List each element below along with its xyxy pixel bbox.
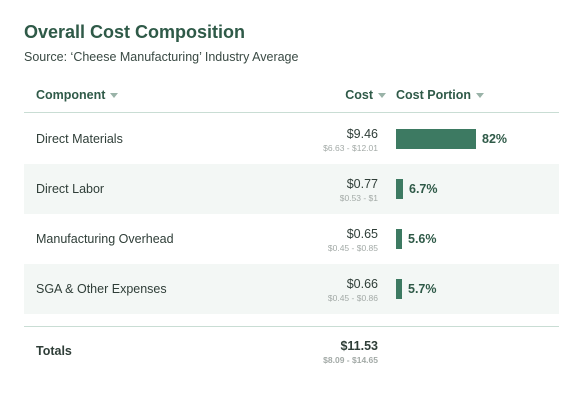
row-cost-value: $0.65 — [346, 227, 378, 241]
source-subtitle: Source: ‘Cheese Manufacturing’ Industry … — [24, 50, 299, 64]
row-cost-range: $0.45 - $0.85 — [327, 243, 378, 253]
table-row: Direct Labor $0.77 $0.53 - $1 6.7% — [24, 164, 559, 214]
column-header-cost-portion-label: Cost Portion — [396, 88, 471, 102]
totals-cost-range: $8.09 - $14.65 — [323, 355, 378, 365]
cost-portion-percent: 6.7% — [409, 182, 438, 196]
row-cost-range: $0.45 - $0.86 — [327, 293, 378, 303]
caret-down-icon — [110, 93, 119, 99]
totals-label: Totals — [36, 344, 72, 358]
cost-portion-bar — [396, 179, 403, 199]
caret-down-icon — [476, 93, 484, 99]
cost-portion-bar — [396, 229, 402, 249]
column-header-component-label: Component — [36, 88, 106, 102]
row-cost-range: $0.53 - $1 — [339, 193, 378, 203]
column-header-cost-portion[interactable]: Cost Portion — [396, 88, 484, 102]
page-title: Overall Cost Composition — [24, 22, 246, 42]
row-cost-value: $9.46 — [346, 127, 378, 141]
cost-portion-bar — [396, 279, 402, 299]
column-header-cost[interactable]: Cost — [345, 88, 386, 102]
caret-down-icon — [378, 93, 386, 99]
row-component-label: Manufacturing Overhead — [36, 232, 174, 246]
table-row: Direct Materials $9.46 $6.63 - $12.01 82… — [24, 114, 559, 164]
table-header: Component Cost Cost Portion — [24, 82, 559, 113]
column-header-cost-label: Cost — [345, 88, 373, 102]
cost-portion-percent: 5.7% — [408, 282, 437, 296]
row-component-label: Direct Labor — [36, 182, 105, 196]
totals-cost-value: $11.53 — [340, 339, 378, 353]
row-cost-value: $0.77 — [346, 177, 378, 191]
column-header-component[interactable]: Component — [36, 88, 119, 102]
table-row: SGA & Other Expenses $0.66 $0.45 - $0.86… — [24, 264, 559, 314]
table-row: Manufacturing Overhead $0.65 $0.45 - $0.… — [24, 214, 559, 264]
cost-portion-bar — [396, 129, 476, 149]
totals-divider — [24, 326, 559, 327]
row-cost-range: $6.63 - $12.01 — [323, 143, 378, 153]
row-component-label: Direct Materials — [36, 132, 123, 146]
cost-portion-percent: 5.6% — [408, 232, 437, 246]
cost-portion-percent: 82% — [482, 132, 508, 146]
row-cost-value: $0.66 — [346, 277, 378, 291]
row-component-label: SGA & Other Expenses — [36, 282, 167, 296]
